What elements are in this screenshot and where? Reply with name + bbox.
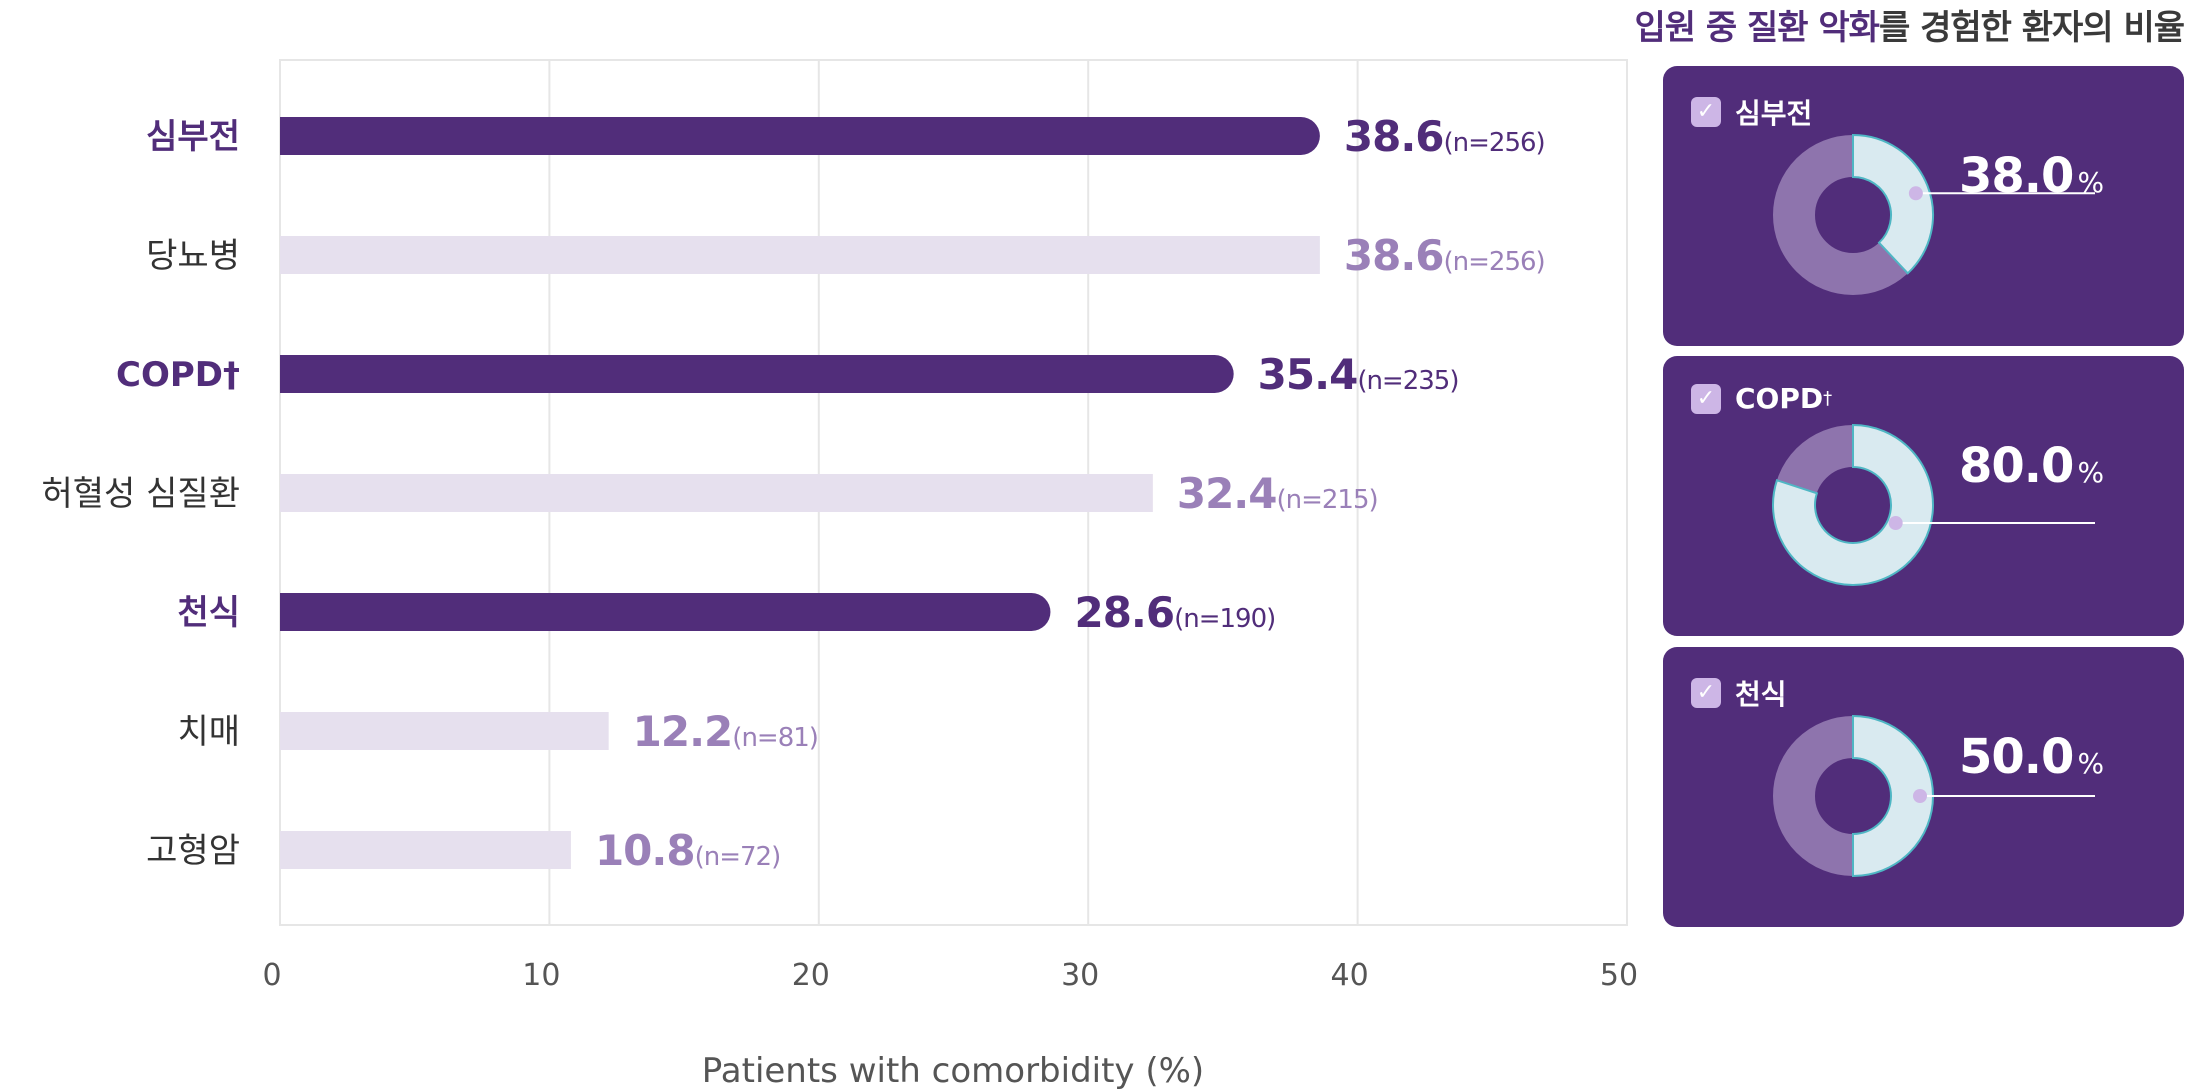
n-label: (n=215) xyxy=(1276,485,1377,515)
leader-dot xyxy=(1913,789,1927,803)
bar xyxy=(280,831,571,869)
value-label: 10.8(n=72) xyxy=(595,826,780,875)
card-percent: 50.0% xyxy=(1959,729,2104,785)
bar-chart: 0 10 20 30 40 50 Patients with comorbidity (%)… xyxy=(42,59,1638,1091)
value-number: 32.4 xyxy=(1177,469,1277,518)
n-label: (n=256) xyxy=(1444,128,1545,158)
n-label: (n=190) xyxy=(1174,604,1275,634)
checkbox-icon: ✓ xyxy=(1691,383,1721,414)
bar xyxy=(280,712,609,750)
card-percent-value: 80.0 xyxy=(1959,438,2074,494)
value-number: 38.6 xyxy=(1344,112,1444,161)
x-tick-label: 50 xyxy=(1600,958,1638,993)
value-label: 38.6(n=256) xyxy=(1344,112,1545,161)
category-label: 당뇨병 xyxy=(146,236,240,276)
value-number: 35.4 xyxy=(1258,350,1358,399)
n-label: (n=72) xyxy=(695,842,781,872)
donut-chart xyxy=(1772,423,2095,586)
card-asthma: ✓ 천식 50.0% xyxy=(1663,647,2184,927)
card-percent-value: 50.0 xyxy=(1959,729,2074,785)
card-copd: ✓ COPD † 80.0% xyxy=(1663,356,2184,636)
value-label: 12.2(n=81) xyxy=(633,707,818,756)
checkbox-icon: ✓ xyxy=(1691,97,1721,127)
donut-segment xyxy=(1852,133,1934,275)
bar xyxy=(280,593,1051,631)
x-tick-label: 20 xyxy=(792,958,830,993)
category-label: 천식 xyxy=(177,593,240,633)
bar xyxy=(280,355,1234,393)
n-label: (n=256) xyxy=(1444,247,1545,277)
value-number: 10.8 xyxy=(595,826,695,875)
checkbox-icon: ✓ xyxy=(1691,678,1721,708)
value-number: 28.6 xyxy=(1074,588,1174,637)
n-label: (n=81) xyxy=(732,723,818,753)
leader-dot xyxy=(1888,516,1903,530)
value-label: 28.6(n=190) xyxy=(1074,588,1275,637)
category-label: 허혈성 심질환 xyxy=(42,474,241,514)
x-axis-label: Patients with comorbidity (%) xyxy=(702,1051,1204,1091)
category-label: COPD† xyxy=(116,355,240,395)
value-label: 35.4(n=235) xyxy=(1258,350,1459,399)
category-label: 심부전 xyxy=(146,117,240,157)
value-label: 32.4(n=215) xyxy=(1177,469,1378,518)
card-percent-value: 38.0 xyxy=(1959,148,2074,204)
value-label: 38.6(n=256) xyxy=(1344,231,1545,280)
x-tick-label: 30 xyxy=(1061,958,1099,993)
value-number: 12.2 xyxy=(633,707,733,756)
card-percent: 38.0% xyxy=(1959,148,2104,204)
card-label: 천식 xyxy=(1735,678,1787,711)
bar xyxy=(280,236,1320,274)
category-label: 치매 xyxy=(177,712,240,752)
x-tick-label: 40 xyxy=(1331,958,1369,993)
card-label: 심부전 xyxy=(1735,97,1813,130)
card-percent: 80.0% xyxy=(1959,438,2104,494)
percent-sign: % xyxy=(2077,166,2104,199)
donut-chart xyxy=(1773,133,2095,295)
donut-chart xyxy=(1773,714,2095,878)
card-label: COPD xyxy=(1735,382,1824,415)
percent-sign: % xyxy=(2077,456,2104,489)
panel-title: 입원 중 질환 악화를 경험한 환자의 비율 xyxy=(1634,0,2185,49)
category-label: 고형암 xyxy=(146,831,240,871)
value-number: 38.6 xyxy=(1344,231,1444,280)
card-heart-failure: ✓ 심부전 38.0% xyxy=(1663,66,2184,346)
x-tick-label: 0 xyxy=(262,958,281,993)
x-tick-label: 10 xyxy=(522,958,560,993)
card-header: ✓ 천식 xyxy=(1691,673,1787,713)
donut-segment xyxy=(1852,714,1934,878)
n-label: (n=235) xyxy=(1357,366,1458,396)
panel-title-rest: 를 경험한 환자의 비율 xyxy=(1878,8,2185,48)
bar xyxy=(280,474,1153,512)
card-label-sup: † xyxy=(1823,388,1833,409)
donut-segment xyxy=(1772,423,1934,586)
bar xyxy=(280,117,1320,155)
leader-dot xyxy=(1908,186,1923,201)
card-header: ✓ 심부전 xyxy=(1691,92,1812,132)
panel-title-highlight: 입원 중 질환 악화 xyxy=(1634,8,1879,48)
card-header: ✓ COPD † xyxy=(1691,382,1832,415)
percent-sign: % xyxy=(2077,747,2104,780)
